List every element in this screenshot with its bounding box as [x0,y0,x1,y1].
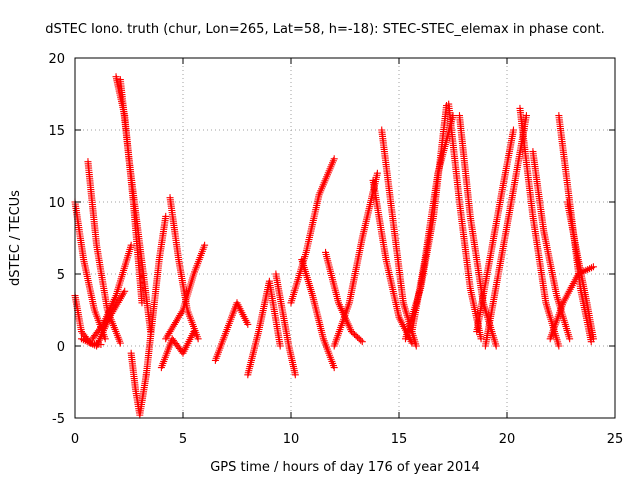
x-tick-label: 20 [499,432,516,447]
data-series-arc [546,263,597,343]
data-point-plus [492,342,500,350]
data-series-arc [481,112,530,350]
data-point-plus [194,335,202,343]
data-point-plus [276,342,284,350]
data-series-arc [408,112,457,336]
data-points [71,73,597,419]
x-tick-label: 25 [607,432,624,447]
data-point-plus [357,336,365,344]
data-point-plus [127,241,135,249]
data-point-plus [201,241,209,249]
data-series-arc [127,349,150,419]
data-point-plus [412,342,420,350]
data-point-plus [291,371,299,379]
y-tick-label: 10 [48,196,65,211]
data-series-arc [116,76,155,336]
y-tick-label: 15 [48,124,65,139]
data-point-plus [138,299,146,307]
y-axis-ticks: -5 0 5 10 15 20 [48,52,615,427]
data-series-arc [244,277,284,379]
x-axis-ticks: 0 5 10 15 20 25 [71,58,623,447]
data-series-arc [322,248,366,346]
data-point-plus [555,342,563,350]
x-tick-label: 10 [283,432,300,447]
data-point-plus [477,335,485,343]
data-point-plus [522,112,530,120]
x-axis-label: GPS time / hours of day 176 of year 2014 [210,460,480,475]
data-series-arc [162,241,209,343]
data-series-arc [211,299,252,364]
plot-frame [74,57,616,419]
data-series-arc [473,126,517,336]
data-series-arc [529,148,574,343]
y-tick-label: 5 [57,268,65,283]
data-series-arc [401,102,451,343]
chart-title: dSTEC Iono. truth (chur, Lon=265, Lat=58… [45,22,605,37]
data-series-arc [77,287,129,350]
x-tick-label: 0 [71,432,79,447]
data-series-arc [142,212,170,379]
data-series-arc [516,104,563,350]
data-point-plus [190,328,198,336]
data-point-plus [330,155,338,163]
data-series-arc [71,198,109,343]
data-series-arc [298,256,338,372]
data-point-plus [566,335,574,343]
x-tick-label: 15 [391,432,408,447]
data-point-plus [509,126,517,134]
x-tick-label: 5 [179,432,187,447]
data-point-plus [162,212,170,220]
data-series-arc [84,158,124,347]
data-point-plus [330,364,338,372]
y-axis-label: dSTEC / TECUs [8,190,23,286]
data-point-plus [358,338,366,346]
y-tick-label: 0 [57,340,65,355]
data-series-arc [157,328,198,372]
y-tick-label: 20 [48,52,65,67]
data-point-plus [116,339,124,347]
data-point-plus [589,263,597,271]
data-series-arc [563,198,597,343]
data-point-plus [98,322,106,330]
data-point-plus [589,335,597,343]
data-point-plus [373,169,381,177]
data-series-arc [88,241,135,343]
data-series-arc [455,112,500,350]
data-series-arc [272,270,299,379]
data-series-arc [330,169,381,350]
y-tick-label: -5 [52,412,65,427]
data-point-plus [121,287,129,295]
data-point-plus [244,320,252,328]
